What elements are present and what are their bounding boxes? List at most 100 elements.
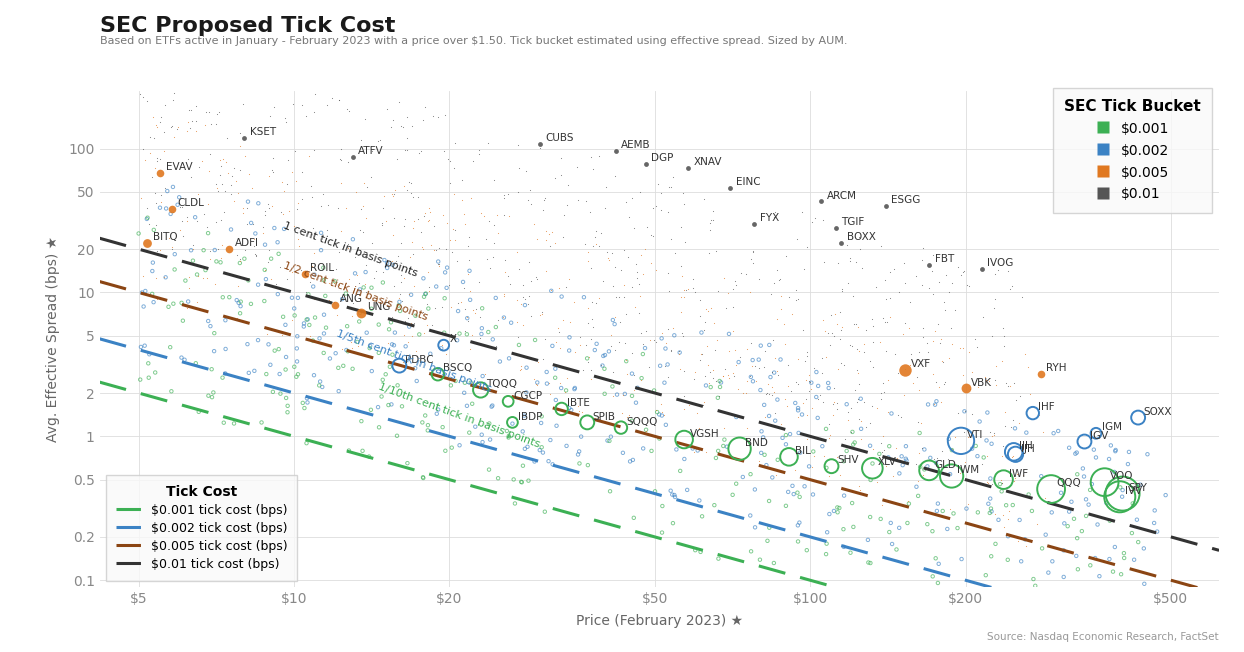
Point	[565, 384, 585, 394]
Point	[550, 327, 570, 337]
Point	[908, 417, 928, 427]
Point	[422, 320, 442, 331]
Point	[1113, 548, 1133, 558]
Point	[407, 376, 427, 386]
Point	[1005, 473, 1025, 483]
Point	[561, 405, 581, 415]
Point	[586, 239, 606, 249]
Text: IBTE: IBTE	[567, 398, 590, 408]
Point	[886, 443, 906, 453]
Point	[230, 128, 250, 138]
Point	[532, 307, 552, 318]
Point	[473, 437, 493, 447]
Point	[948, 262, 968, 273]
Point	[963, 379, 983, 389]
Point	[592, 276, 612, 286]
Point	[454, 387, 474, 398]
Point	[311, 245, 331, 256]
Point	[606, 146, 626, 156]
Point	[193, 156, 213, 167]
Point	[700, 382, 720, 393]
Point	[457, 312, 476, 323]
Point	[296, 438, 316, 449]
Point	[292, 167, 312, 177]
Point	[473, 303, 493, 314]
Point	[341, 336, 361, 347]
Point	[685, 366, 705, 377]
Point	[685, 545, 705, 556]
Point	[713, 441, 733, 451]
Point	[302, 223, 322, 233]
Point	[168, 198, 188, 208]
Point	[234, 208, 254, 218]
Point	[814, 396, 833, 407]
Point	[489, 228, 509, 238]
Point	[848, 394, 868, 404]
Point	[618, 252, 638, 262]
Point	[271, 207, 291, 217]
Point	[825, 309, 845, 319]
Point	[953, 343, 973, 353]
Point	[862, 463, 882, 473]
Point	[406, 363, 425, 374]
Point	[690, 310, 710, 321]
Text: IVV: IVV	[1126, 486, 1142, 496]
Point	[852, 263, 872, 274]
Point	[312, 189, 332, 200]
Point	[137, 96, 157, 106]
Point	[163, 182, 183, 192]
Point	[764, 367, 784, 378]
Point	[320, 295, 340, 306]
Point	[877, 316, 897, 327]
Point	[264, 101, 284, 111]
Point	[295, 403, 315, 413]
Point	[399, 321, 419, 332]
X-axis label: Price (February 2023) ★: Price (February 2023) ★	[576, 614, 743, 628]
Point	[216, 157, 236, 168]
Point	[210, 155, 230, 166]
Point	[734, 388, 754, 398]
Point	[433, 340, 453, 350]
Point	[262, 201, 282, 211]
Point	[301, 229, 321, 239]
Text: ATFV: ATFV	[358, 146, 384, 156]
Point	[536, 266, 556, 276]
Point	[968, 381, 988, 392]
Point	[889, 468, 909, 479]
Point	[418, 267, 438, 278]
Point	[723, 490, 743, 500]
Point	[861, 475, 881, 485]
Point	[550, 378, 570, 389]
Point	[636, 159, 656, 170]
Point	[907, 482, 927, 492]
Point	[389, 293, 409, 303]
Point	[214, 207, 234, 217]
Point	[276, 364, 296, 375]
Text: ROIL: ROIL	[311, 263, 335, 273]
Point	[626, 301, 646, 312]
Point	[197, 221, 216, 231]
Point	[541, 285, 561, 295]
Point	[761, 389, 781, 400]
Text: IWF: IWF	[1009, 469, 1029, 479]
Point	[350, 316, 369, 327]
Point	[659, 181, 679, 192]
Point	[481, 402, 501, 412]
Point	[690, 546, 710, 557]
Point	[1112, 488, 1132, 499]
Point	[331, 226, 351, 236]
Point	[304, 281, 323, 291]
Point	[832, 321, 852, 332]
Point	[827, 398, 847, 408]
Point	[519, 475, 539, 486]
Point	[1039, 567, 1059, 578]
Point	[695, 304, 715, 314]
Point	[768, 264, 787, 274]
Point	[200, 149, 220, 159]
Point	[198, 316, 218, 326]
Text: IVOG: IVOG	[988, 258, 1014, 269]
Point	[600, 436, 620, 446]
Point	[926, 377, 945, 387]
Point	[138, 358, 158, 368]
Point	[506, 294, 526, 304]
